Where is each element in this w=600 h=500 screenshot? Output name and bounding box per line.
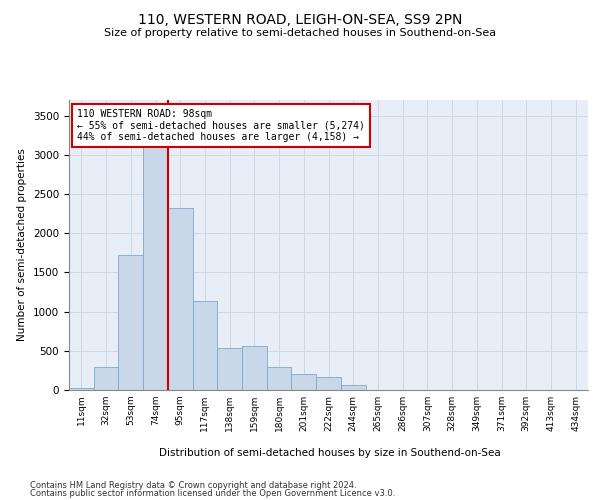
Bar [292,374,316,390]
Bar [217,348,242,390]
Bar [242,346,267,390]
Text: Contains public sector information licensed under the Open Government Licence v3: Contains public sector information licen… [30,489,395,498]
Y-axis label: Number of semi-detached properties: Number of semi-detached properties [17,148,28,342]
Text: Contains HM Land Registry data © Crown copyright and database right 2024.: Contains HM Land Registry data © Crown c… [30,480,356,490]
Bar [316,376,341,390]
Bar [143,139,168,390]
Text: 110 WESTERN ROAD: 98sqm
← 55% of semi-detached houses are smaller (5,274)
44% of: 110 WESTERN ROAD: 98sqm ← 55% of semi-de… [77,108,365,142]
Bar [94,368,118,390]
Text: 110, WESTERN ROAD, LEIGH-ON-SEA, SS9 2PN: 110, WESTERN ROAD, LEIGH-ON-SEA, SS9 2PN [138,12,462,26]
Text: Distribution of semi-detached houses by size in Southend-on-Sea: Distribution of semi-detached houses by … [159,448,501,458]
Bar [168,208,193,390]
Bar [118,255,143,390]
Bar [341,386,365,390]
Bar [193,302,217,390]
Bar [267,368,292,390]
Text: Size of property relative to semi-detached houses in Southend-on-Sea: Size of property relative to semi-detach… [104,28,496,38]
Bar [69,388,94,390]
